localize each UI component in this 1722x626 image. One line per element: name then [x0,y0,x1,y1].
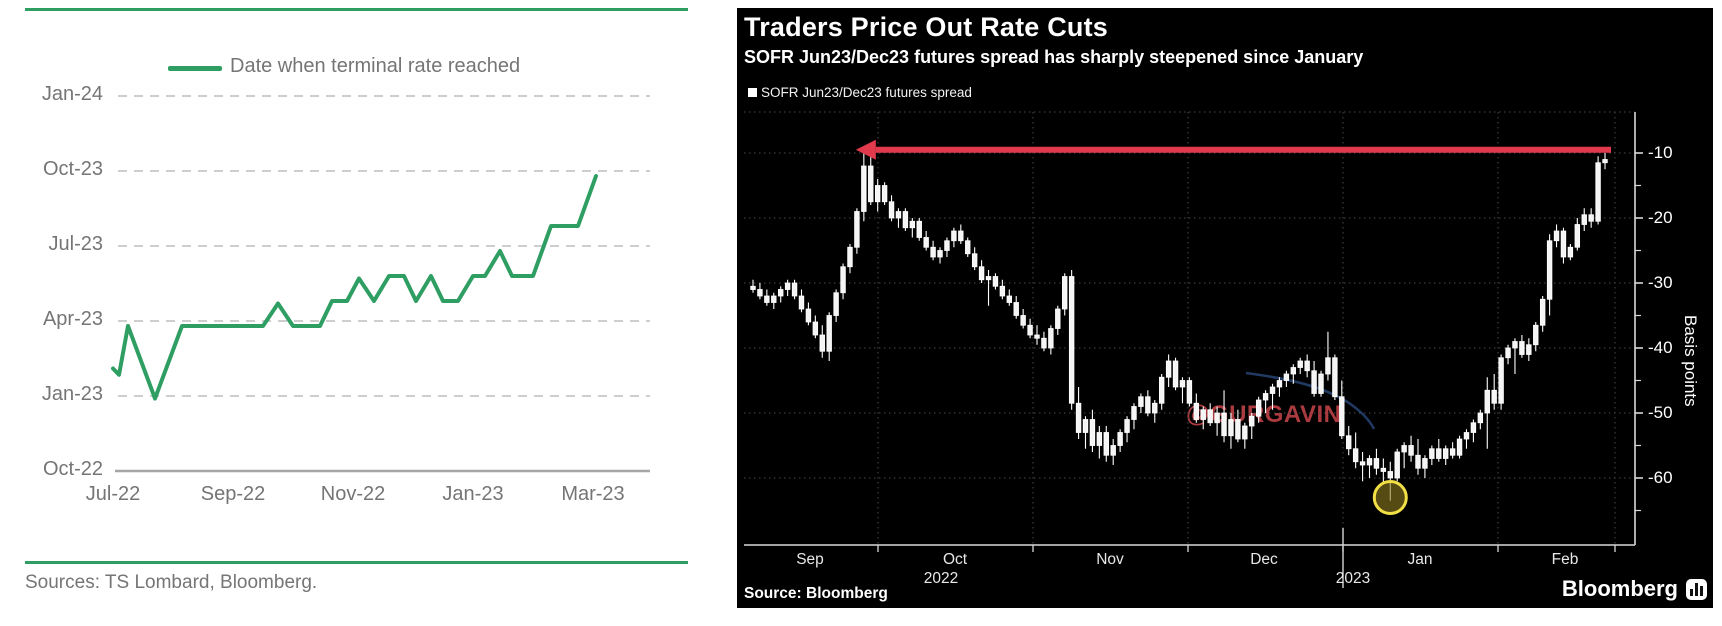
legend-square-marker-icon [748,88,757,98]
bloomberg-logo-text: Bloomberg [1561,576,1678,601]
left-y-tick-label: Apr-23 [42,308,103,330]
right-legend: SOFR Jun23/Dec23 futures spread [748,84,972,102]
right-x-year-label: 2022 [923,570,959,587]
right-x-month-label: Nov [1096,551,1124,568]
right-y-tick-label: -10 [1648,143,1673,162]
bloomberg-chart-panel [737,8,1713,608]
left-y-tick-label: Oct-23 [42,158,103,180]
left-x-tick-label: Jan-23 [442,483,504,505]
right-source-text: Source: Bloomberg [744,585,888,602]
left-y-tick-label: Jul-23 [48,233,103,255]
right-x-month-label: Dec [1250,551,1278,568]
chart-title: Traders Price Out Rate Cuts [744,12,1109,42]
watermark-text: @GURGAVIN [1186,401,1342,428]
chart-subtitle: SOFR Jun23/Dec23 futures spread has shar… [744,47,1364,67]
right-y-tick-label: -30 [1648,273,1673,292]
right-x-month-label: Feb [1551,551,1579,568]
y-axis-title: Basis points [1681,315,1700,407]
left-y-tick-label: Jan-23 [41,383,103,405]
bloomberg-logo-icon [1686,579,1707,600]
left-legend-line-swatch [168,66,222,71]
left-x-tick-label: Jul-22 [85,483,141,505]
right-x-month-label: Jan [1407,551,1433,568]
right-y-tick-label: -20 [1648,208,1673,227]
left-y-tick-label: Oct-22 [42,458,103,480]
left-source-text: Sources: TS Lombard, Bloomberg. [25,572,318,593]
right-y-tick-label: -60 [1648,468,1673,487]
left-y-tick-label: Jan-24 [41,83,103,105]
left-chart-top-rule [25,8,688,11]
left-chart-bottom-rule [25,561,688,564]
left-x-tick-label: Nov-22 [320,483,386,505]
right-x-year-label: 2023 [1335,570,1371,587]
right-y-tick-label: -40 [1648,338,1673,357]
left-x-tick-label: Sep-22 [200,483,266,505]
right-x-month-label: Oct [942,551,968,568]
right-y-tick-label: -50 [1648,403,1673,422]
left-x-tick-label: Mar-23 [561,483,625,505]
left-legend-label: Date when terminal rate reached [230,55,521,77]
right-x-month-label: Sep [796,551,824,568]
right-legend-label: SOFR Jun23/Dec23 futures spread [761,85,972,101]
